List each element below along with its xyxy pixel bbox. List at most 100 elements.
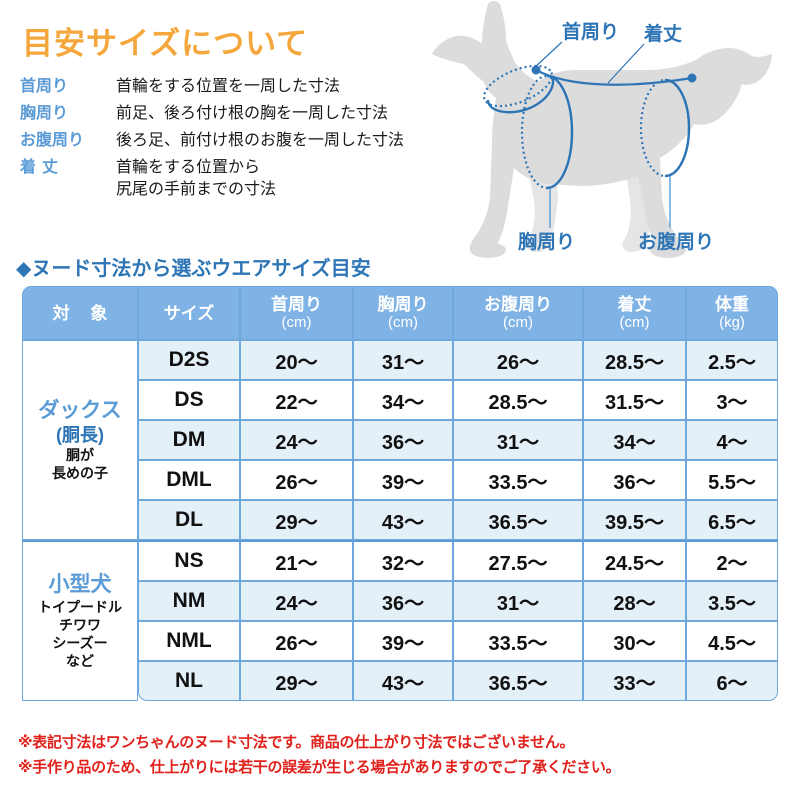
table-row: 小型犬 トイプードル チワワ シーズー など NS 21〜 32〜 27.5〜 …	[22, 540, 778, 701]
col-header-unit: (cm)	[281, 314, 312, 331]
label-belly: お腹周り	[638, 230, 714, 253]
cell-weight: 6.5〜	[686, 500, 778, 540]
group-note-1: 胴が	[66, 447, 94, 463]
definition-row: 着丈 首輪をする位置から 尻尾の手前までの寸法	[20, 157, 440, 201]
definition-desc: 首輪をする位置から 尻尾の手前までの寸法	[116, 157, 276, 201]
cell-chest: 39〜	[353, 621, 453, 661]
section-heading: ◆ヌード寸法から選ぶウエアサイズ目安	[16, 252, 371, 281]
cell-neck: 22〜	[240, 380, 353, 420]
cell-weight: 2.5〜	[686, 340, 778, 380]
label-chest: 胸周り	[518, 230, 575, 253]
group-name: ダックス	[38, 399, 122, 422]
cell-chest: 39〜	[353, 460, 453, 500]
table-row: NM 24〜 36〜 31〜 28〜 3.5〜	[22, 581, 778, 621]
cell-belly: 33.5〜	[453, 460, 583, 500]
size-table: 対 象 サイズ 首周り (cm) 胸周り (cm) お腹周り	[22, 286, 778, 701]
col-header-neck: 首周り (cm)	[240, 286, 353, 340]
group-name: 小型犬	[48, 573, 112, 596]
col-header-belly: お腹周り (cm)	[453, 286, 583, 340]
table-row: DL 29〜 43〜 36.5〜 39.5〜 6.5〜	[22, 500, 778, 540]
dog-silhouette-icon	[432, 1, 772, 258]
cell-length: 39.5〜	[583, 500, 686, 540]
cell-neck: 26〜	[240, 621, 353, 661]
definition-term: 首周り	[20, 78, 69, 95]
cell-size: NM	[138, 581, 240, 621]
label-length: 着丈	[644, 22, 682, 45]
cell-size: NL	[138, 661, 240, 701]
col-header-unit: (kg)	[719, 314, 745, 331]
cell-size: DS	[138, 380, 240, 420]
cell-length: 36〜	[583, 460, 686, 500]
group-note-1: トイプードル	[38, 599, 122, 615]
table-row: ダックス (胴長) 胴が 長めの子 D2S 20〜 31〜 26〜 28.5〜 …	[22, 340, 778, 540]
col-header-size: サイズ	[138, 286, 240, 340]
definition-row: 首周り 首輪をする位置を一周した寸法	[20, 76, 440, 98]
cell-length: 30〜	[583, 621, 686, 661]
col-header-label: 体重	[715, 295, 749, 314]
cell-belly: 31〜	[453, 420, 583, 460]
cell-belly: 36.5〜	[453, 500, 583, 540]
table-row: NML 26〜 39〜 33.5〜 30〜 4.5〜	[22, 621, 778, 661]
cell-weight: 5.5〜	[686, 460, 778, 500]
definition-desc: 後ろ足、前付け根のお腹を一周した寸法	[116, 132, 405, 149]
cell-chest: 43〜	[353, 661, 453, 701]
cell-chest: 36〜	[353, 420, 453, 460]
group-sub: (胴長)	[56, 425, 104, 445]
belly-measure-ellipse	[639, 78, 691, 178]
cell-weight: 6〜	[686, 661, 778, 701]
cell-length: 31.5〜	[583, 380, 686, 420]
cell-neck: 21〜	[240, 540, 353, 581]
section-heading-text: ヌード寸法から選ぶウエアサイズ目安	[31, 258, 371, 280]
back-length-line	[531, 65, 697, 86]
cell-length: 28.5〜	[583, 340, 686, 380]
cell-belly: 36.5〜	[453, 661, 583, 701]
cell-belly: 26〜	[453, 340, 583, 380]
cell-length: 24.5〜	[583, 540, 686, 581]
cell-neck: 20〜	[240, 340, 353, 380]
cell-chest: 34〜	[353, 380, 453, 420]
cell-length: 33〜	[583, 661, 686, 701]
cell-neck: 26〜	[240, 460, 353, 500]
col-header-unit: (cm)	[388, 314, 418, 331]
cell-size: DM	[138, 420, 240, 460]
col-header-label: 対 象	[52, 303, 116, 323]
definition-desc-line2: 尻尾の手前までの寸法	[116, 181, 277, 198]
label-neck: 首周り	[562, 20, 619, 43]
cell-weight: 2〜	[686, 540, 778, 581]
cell-chest: 32〜	[353, 540, 453, 581]
cell-belly: 31〜	[453, 581, 583, 621]
definition-term: 着丈	[20, 159, 65, 176]
definition-desc: 前足、後ろ付け根の胸を一周した寸法	[116, 105, 389, 122]
col-header-unit: (cm)	[503, 314, 533, 331]
col-header-weight: 体重 (kg)	[686, 286, 778, 340]
definition-row: お腹周り 後ろ足、前付け根のお腹を一周した寸法	[20, 130, 440, 152]
col-header-label: お腹周り	[484, 295, 552, 314]
col-header-target: 対 象	[22, 286, 138, 340]
cell-belly: 28.5〜	[453, 380, 583, 420]
cell-chest: 31〜	[353, 340, 453, 380]
cell-size: DML	[138, 460, 240, 500]
col-header-unit: (cm)	[619, 314, 650, 331]
chest-measure-ellipse	[520, 74, 574, 190]
size-table-wrapper: 対 象 サイズ 首周り (cm) 胸周り (cm) お腹周り	[22, 286, 778, 701]
dog-measurement-diagram: 首周り 着丈 胸周り お腹周り	[430, 0, 800, 265]
cell-size: DL	[138, 500, 240, 540]
table-row: NL 29〜 43〜 36.5〜 33〜 6〜	[22, 661, 778, 701]
definition-desc-line1: 首輪をする位置から	[116, 159, 261, 176]
cell-belly: 33.5〜	[453, 621, 583, 661]
footnote-1: ※表記寸法はワンちゃんのヌード寸法です。商品の仕上がり寸法ではございません。	[18, 734, 575, 751]
cell-size: NML	[138, 621, 240, 661]
group-cell-small-dog: 小型犬 トイプードル チワワ シーズー など	[22, 540, 138, 701]
cell-belly: 27.5〜	[453, 540, 583, 581]
group-note-3: シーズー	[52, 635, 108, 651]
definition-desc: 首輪をする位置を一周した寸法	[116, 78, 341, 95]
group-note-4: など	[66, 653, 94, 669]
cell-neck: 24〜	[240, 581, 353, 621]
col-header-length: 着丈 (cm)	[583, 286, 686, 340]
table-row: DS 22〜 34〜 28.5〜 31.5〜 3〜	[22, 380, 778, 420]
footnotes: ※表記寸法はワンちゃんのヌード寸法です。商品の仕上がり寸法ではございません。 ※…	[18, 730, 798, 780]
definition-term: お腹周り	[20, 132, 85, 149]
cell-length: 34〜	[583, 420, 686, 460]
cell-neck: 29〜	[240, 661, 353, 701]
